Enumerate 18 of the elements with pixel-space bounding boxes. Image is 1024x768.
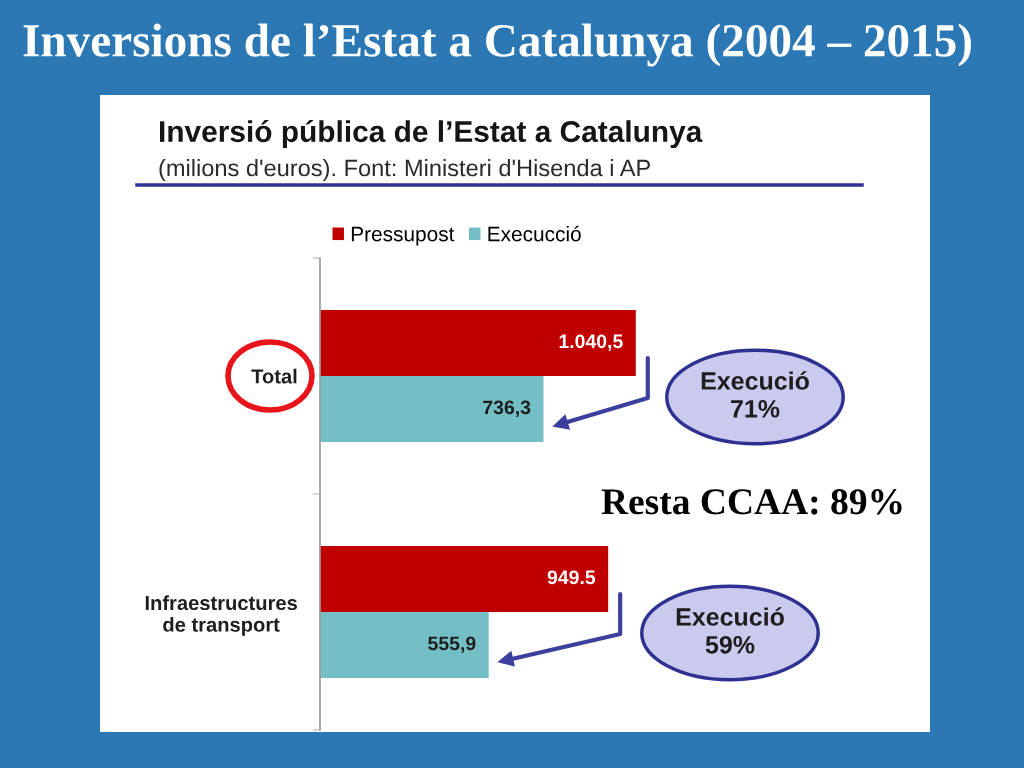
bar	[320, 545, 609, 612]
data-label: 949.5	[547, 570, 596, 585]
legend-label: Pressupost	[351, 226, 455, 246]
text: Execució 59%	[676, 607, 784, 654]
bar	[320, 376, 544, 443]
y-tick-label: Infraestructures de transport	[145, 595, 297, 636]
y-tick-label: Total	[251, 368, 297, 384]
text: (milions d'euros). Font: Ministeri d'Hisenda i AP	[159, 159, 650, 181]
legend-label: Execucció	[488, 225, 581, 242]
chart-subtitle: Inversió pública de l’Estat a Catalunya	[160, 119, 703, 149]
data-label: 1.040,5	[559, 334, 623, 351]
bar	[320, 309, 636, 376]
text: Execució 71%	[701, 371, 809, 418]
chart-title: Inversions de l’Estat a Catalunya (2004 – 2015)	[23, 23, 971, 67]
data-label: 736,3	[483, 400, 531, 418]
annotation: Resta CCAA: 89%	[601, 489, 902, 515]
bar	[320, 612, 489, 679]
data-label: 555,9	[428, 636, 476, 654]
